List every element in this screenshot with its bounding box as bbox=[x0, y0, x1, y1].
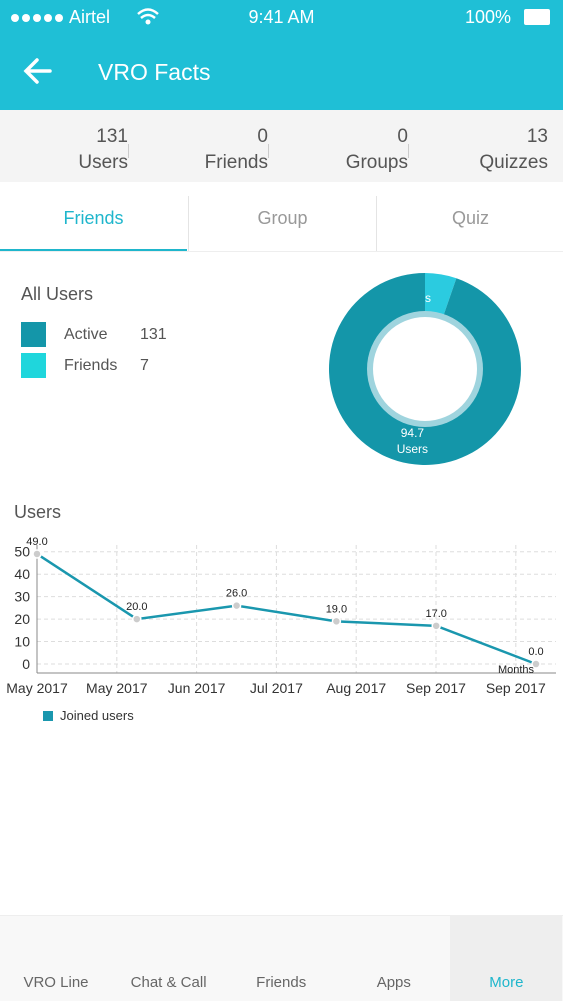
y-tick-label: 0 bbox=[22, 656, 30, 672]
point bbox=[431, 621, 441, 631]
point bbox=[331, 616, 342, 627]
time: 9:41 AM bbox=[248, 7, 315, 27]
divider bbox=[128, 144, 129, 158]
data-label: 26.0 bbox=[226, 588, 247, 600]
x-tick-label: Sep 2017 bbox=[486, 680, 546, 696]
status-icons bbox=[11, 8, 550, 84]
donut-label: Users bbox=[397, 442, 428, 456]
stat-value: 13 bbox=[526, 126, 548, 147]
tab[interactable]: Group bbox=[188, 196, 376, 252]
tab[interactable]: Quiz bbox=[376, 196, 563, 252]
x-tick-label: May 2017 bbox=[6, 680, 68, 696]
bottom-nav: VRO Line Chat & Call Friends Apps More bbox=[0, 915, 563, 1001]
battery: 100% bbox=[464, 7, 511, 27]
point bbox=[132, 614, 142, 624]
divider bbox=[268, 144, 269, 158]
data-label: 17.0 bbox=[425, 608, 446, 620]
header-bar: Airtel 9:41 AM 100% VRO Facts bbox=[0, 0, 563, 110]
nav-item[interactable]: More bbox=[450, 916, 563, 1001]
wifi-icon bbox=[137, 8, 159, 19]
stat-value: 0 bbox=[257, 126, 268, 147]
x-tick-label: May 2017 bbox=[86, 680, 148, 696]
data-label: 49.0 bbox=[26, 536, 47, 548]
chart-title: Users bbox=[14, 502, 62, 522]
legend-label: Joined users bbox=[60, 708, 134, 723]
tab[interactable]: Friends bbox=[0, 196, 187, 252]
point bbox=[531, 659, 541, 669]
stat-value: 131 bbox=[96, 126, 128, 147]
stat-label: Users bbox=[78, 152, 128, 173]
point bbox=[32, 549, 42, 559]
donut-value: 94.7 bbox=[401, 426, 425, 440]
data-label: 20.0 bbox=[126, 601, 147, 613]
legend-swatch bbox=[43, 711, 53, 721]
page-title: VRO Facts bbox=[98, 59, 211, 85]
nav-item[interactable]: Apps bbox=[338, 916, 450, 1001]
x-tick-label: Sep 2017 bbox=[406, 680, 466, 696]
data-label: 19.0 bbox=[326, 603, 347, 615]
y-tick-label: 10 bbox=[14, 634, 30, 650]
legend-label: Active bbox=[64, 326, 108, 343]
x-tick-label: Jun 2017 bbox=[168, 680, 226, 696]
legend-title: All Users bbox=[21, 284, 94, 304]
battery-icon bbox=[524, 9, 550, 25]
nav-label: More bbox=[489, 974, 524, 991]
line-chart: 0 10 20 30 40 50 May 2017 May 2017 Jun 2017 Jul 2… bbox=[6, 536, 556, 723]
x-tick-label: Jul 2017 bbox=[250, 680, 303, 696]
legend-label: Friends bbox=[64, 357, 118, 374]
nav-item[interactable]: VRO Line bbox=[0, 916, 112, 1001]
series-line bbox=[36, 552, 537, 666]
stat-label: Quizzes bbox=[479, 152, 548, 173]
nav-item[interactable]: Chat & Call bbox=[113, 916, 225, 1001]
legend-value: 131 bbox=[140, 326, 167, 343]
x-tick-label: Aug 2017 bbox=[326, 680, 386, 696]
back-arrow[interactable] bbox=[23, 58, 52, 84]
nav-label: Chat & Call bbox=[130, 974, 207, 991]
point bbox=[231, 600, 242, 611]
donut-hole bbox=[373, 317, 477, 421]
stat-label: Groups bbox=[345, 152, 408, 173]
stat: 13 Quizzes bbox=[408, 110, 560, 182]
stat-value: 0 bbox=[397, 126, 408, 147]
stat: 131 Users bbox=[0, 110, 140, 182]
y-tick-label: 40 bbox=[14, 566, 30, 582]
x-axis-title: Months bbox=[498, 664, 535, 676]
carrier: Airtel bbox=[69, 7, 111, 27]
nav-label: VRO Line bbox=[23, 974, 89, 991]
nav-label: Friends bbox=[256, 974, 307, 991]
legend-swatch bbox=[21, 322, 46, 347]
nav-item[interactable]: Friends bbox=[225, 916, 337, 1001]
stats-bar: 131 Users 0 Friends 0 Groups 13 Quizzes bbox=[0, 110, 563, 182]
y-tick-label: 30 bbox=[14, 589, 30, 605]
data-label: 0.0 bbox=[528, 646, 543, 658]
stat: 0 Friends bbox=[128, 110, 280, 182]
divider bbox=[408, 144, 409, 158]
nav-label: Apps bbox=[376, 974, 411, 991]
legend-value: 7 bbox=[140, 357, 149, 374]
stat-label: Friends bbox=[204, 152, 268, 173]
y-tick-label: 20 bbox=[14, 611, 30, 627]
legend-swatch bbox=[21, 353, 46, 378]
signal-dots bbox=[11, 14, 63, 22]
y-tick-label: 50 bbox=[14, 544, 30, 560]
stat: 0 Groups bbox=[268, 110, 420, 182]
